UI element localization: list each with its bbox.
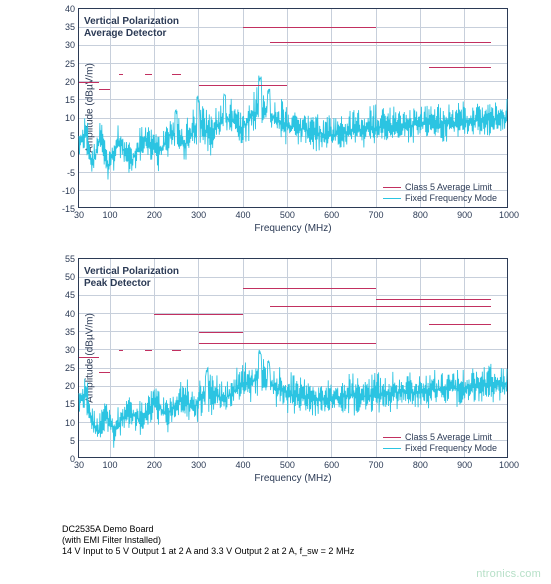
legend-label: Fixed Frequency Mode <box>405 193 497 203</box>
limit-segment <box>154 314 243 315</box>
ytick: 5 <box>70 131 75 141</box>
chart-peak-detector: Vertical PolarizationPeak Detector051015… <box>18 258 533 498</box>
page: { "colors": { "axis": "#2b3a55", "grid":… <box>0 0 551 584</box>
limit-segment <box>172 350 181 351</box>
xtick: 200 <box>147 460 162 470</box>
legend: Class 5 Average LimitFixed Frequency Mod… <box>383 181 497 203</box>
footer-line-2: (with EMI Filter Installed) <box>62 535 533 546</box>
xtick: 100 <box>103 210 118 220</box>
xtick: 600 <box>324 210 339 220</box>
limit-segment <box>145 74 152 75</box>
limit-segment <box>119 74 123 75</box>
xtick: 200 <box>147 210 162 220</box>
xtick: 600 <box>324 460 339 470</box>
limit-segment <box>243 288 376 289</box>
legend-label: Fixed Frequency Mode <box>405 443 497 453</box>
xtick: 30 <box>74 210 84 220</box>
xtick: 500 <box>280 460 295 470</box>
ytick: 5 <box>70 436 75 446</box>
limit-segment <box>429 67 491 68</box>
xtick: 30 <box>74 460 84 470</box>
chart-average-detector: Vertical PolarizationAverage Detector-15… <box>18 8 533 248</box>
limit-segment <box>99 89 110 90</box>
ytick: 20 <box>65 381 75 391</box>
xtick: 800 <box>413 460 428 470</box>
limit-segment <box>270 306 492 307</box>
ytick: 55 <box>65 254 75 264</box>
legend-row: Class 5 Average Limit <box>383 432 497 442</box>
limit-segment <box>270 42 492 43</box>
xtick: 1000 <box>499 210 519 220</box>
xtick: 800 <box>413 210 428 220</box>
limit-segment <box>119 350 123 351</box>
limit-segment <box>243 27 376 28</box>
limit-segment <box>79 82 99 83</box>
x-axis-label: Frequency (MHz) <box>254 473 331 484</box>
ytick: 0 <box>70 149 75 159</box>
chart-title: Vertical PolarizationAverage Detector <box>84 16 179 39</box>
ytick: 45 <box>65 290 75 300</box>
legend: Class 5 Average LimitFixed Frequency Mod… <box>383 431 497 453</box>
limit-segment <box>99 372 110 373</box>
ytick: -5 <box>67 168 75 178</box>
legend-row: Fixed Frequency Mode <box>383 193 497 203</box>
xtick: 700 <box>368 460 383 470</box>
ytick: 30 <box>65 40 75 50</box>
legend-swatch <box>383 437 401 438</box>
ytick: 50 <box>65 272 75 282</box>
legend-swatch <box>383 187 401 188</box>
x-axis-label: Frequency (MHz) <box>254 223 331 234</box>
ytick: 10 <box>65 113 75 123</box>
ytick: 40 <box>65 309 75 319</box>
legend-row: Fixed Frequency Mode <box>383 443 497 453</box>
limit-segment <box>199 332 243 333</box>
legend-label: Class 5 Average Limit <box>405 182 492 192</box>
ytick: 15 <box>65 95 75 105</box>
footer-caption: DC2535A Demo Board (with EMI Filter Inst… <box>62 524 533 556</box>
chart-title: Vertical PolarizationPeak Detector <box>84 266 179 289</box>
xtick: 300 <box>191 460 206 470</box>
ytick: 10 <box>65 418 75 428</box>
xtick: 400 <box>236 460 251 470</box>
footer-line-3: 14 V Input to 5 V Output 1 at 2 A and 3.… <box>62 546 533 557</box>
xtick: 900 <box>457 460 472 470</box>
ytick: 30 <box>65 345 75 355</box>
ytick: -10 <box>62 186 75 196</box>
legend-swatch <box>383 198 401 199</box>
xtick: 900 <box>457 210 472 220</box>
limit-segment <box>429 324 491 325</box>
xtick: 300 <box>191 210 206 220</box>
ytick: 25 <box>65 59 75 69</box>
ytick: 35 <box>65 22 75 32</box>
ytick: 40 <box>65 4 75 14</box>
xtick: 400 <box>236 210 251 220</box>
limit-segment <box>199 343 376 344</box>
xtick: 700 <box>368 210 383 220</box>
limit-segment <box>145 350 152 351</box>
limit-segment <box>199 85 288 86</box>
limit-segment <box>172 74 181 75</box>
limit-segment <box>79 357 99 358</box>
xtick: 500 <box>280 210 295 220</box>
legend-swatch <box>383 448 401 449</box>
ytick: 35 <box>65 327 75 337</box>
ytick: 25 <box>65 363 75 373</box>
xtick: 100 <box>103 460 118 470</box>
footer-line-1: DC2535A Demo Board <box>62 524 533 535</box>
limit-segment <box>376 299 491 300</box>
legend-row: Class 5 Average Limit <box>383 182 497 192</box>
ytick: 20 <box>65 77 75 87</box>
xtick: 1000 <box>499 460 519 470</box>
watermark: ntronics.com <box>476 568 541 580</box>
legend-label: Class 5 Average Limit <box>405 432 492 442</box>
ytick: 15 <box>65 399 75 409</box>
